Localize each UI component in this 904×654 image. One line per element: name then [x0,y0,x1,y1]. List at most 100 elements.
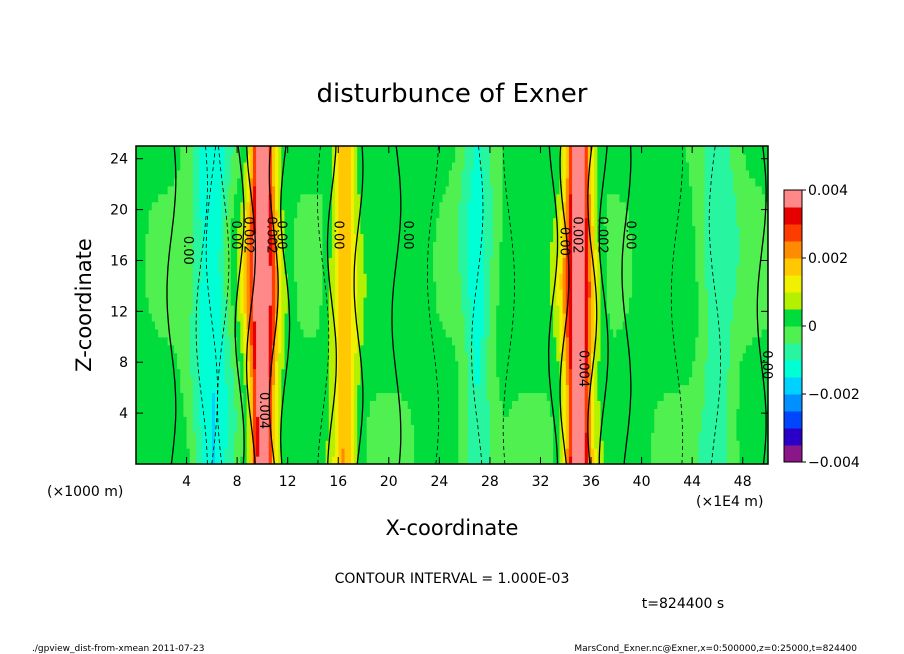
field-cell [654,384,658,394]
field-cell [202,408,207,417]
field-cell [275,384,279,394]
field-cell [369,305,374,314]
field-cell [480,384,485,394]
field-cell [689,360,693,370]
field-cell [448,384,453,394]
field-cell [502,273,507,282]
field-cell [177,312,181,322]
field-cell [230,352,235,362]
field-cell [641,416,646,425]
field-cell [300,432,305,441]
field-cell [736,305,741,314]
field-cell [429,336,434,346]
field-cell [322,273,327,282]
field-cell [616,400,621,409]
field-cell [136,305,140,314]
field-cell [534,297,538,306]
field-cell [189,408,194,417]
field-cell [303,289,308,298]
field-cell [423,376,428,386]
field-cell [660,297,665,306]
field-cell [382,305,387,314]
field-cell [764,289,768,298]
field-cell [717,456,722,464]
field-cell [480,376,485,386]
field-cell [474,384,478,394]
field-cell [338,432,342,441]
field-cell [736,289,741,298]
field-cell [407,312,412,322]
field-cell [562,408,567,417]
field-cell [265,352,270,362]
field-cell [306,440,311,449]
field-cell [581,432,586,441]
field-cell [736,336,741,346]
field-cell [433,400,437,409]
field-cell [689,416,693,425]
field-cell [676,336,681,346]
field-cell [458,297,463,306]
field-cell [385,281,390,290]
field-cell [758,320,763,330]
field-cell [309,265,314,274]
field-cell [499,320,504,330]
field-cell [474,281,478,290]
field-cell [401,376,406,386]
field-cell [663,289,668,298]
field-cell [224,360,229,370]
field-cell [556,376,561,386]
field-cell [635,448,640,457]
field-cell [354,440,358,449]
field-cell [752,328,756,338]
field-cell [426,336,431,346]
field-cell [303,352,308,362]
field-cell [666,344,671,354]
field-cell [161,384,166,394]
field-cell [641,376,646,386]
field-cell [720,281,725,290]
field-cell [287,408,292,417]
field-cell [644,273,649,282]
field-cell [439,352,444,362]
field-cell [328,305,333,314]
field-cell [379,273,384,282]
field-cell [673,336,677,346]
field-cell [256,384,260,394]
field-cell [717,408,722,417]
field-cell [297,400,301,409]
field-cell [755,424,760,433]
field-cell [685,289,690,298]
field-cell [161,360,166,370]
field-cell [275,440,279,449]
field-cell [461,424,466,433]
field-cell [335,376,339,386]
field-cell [161,320,166,330]
field-cell [581,352,586,362]
field-cell [439,376,444,386]
field-cell [158,376,162,386]
field-cell [136,289,140,298]
field-cell [581,440,586,449]
field-cell [363,352,368,362]
field-cell [233,440,238,449]
field-cell [233,408,238,417]
field-cell [575,384,579,394]
field-cell [562,336,567,346]
field-cell [587,360,592,370]
field-cell [335,392,339,401]
field-cell [271,440,276,449]
field-cell [148,297,153,306]
field-cell [499,432,504,441]
field-cell [531,368,535,378]
field-cell [641,424,646,433]
field-cell [556,368,561,378]
field-cell [433,384,437,394]
field-cell [259,312,263,322]
field-cell [306,352,311,362]
field-cell [186,265,191,274]
field-cell [761,344,766,354]
field-cell [142,336,147,346]
field-cell [445,297,450,306]
field-cell [271,297,276,306]
field-cell [139,440,143,449]
